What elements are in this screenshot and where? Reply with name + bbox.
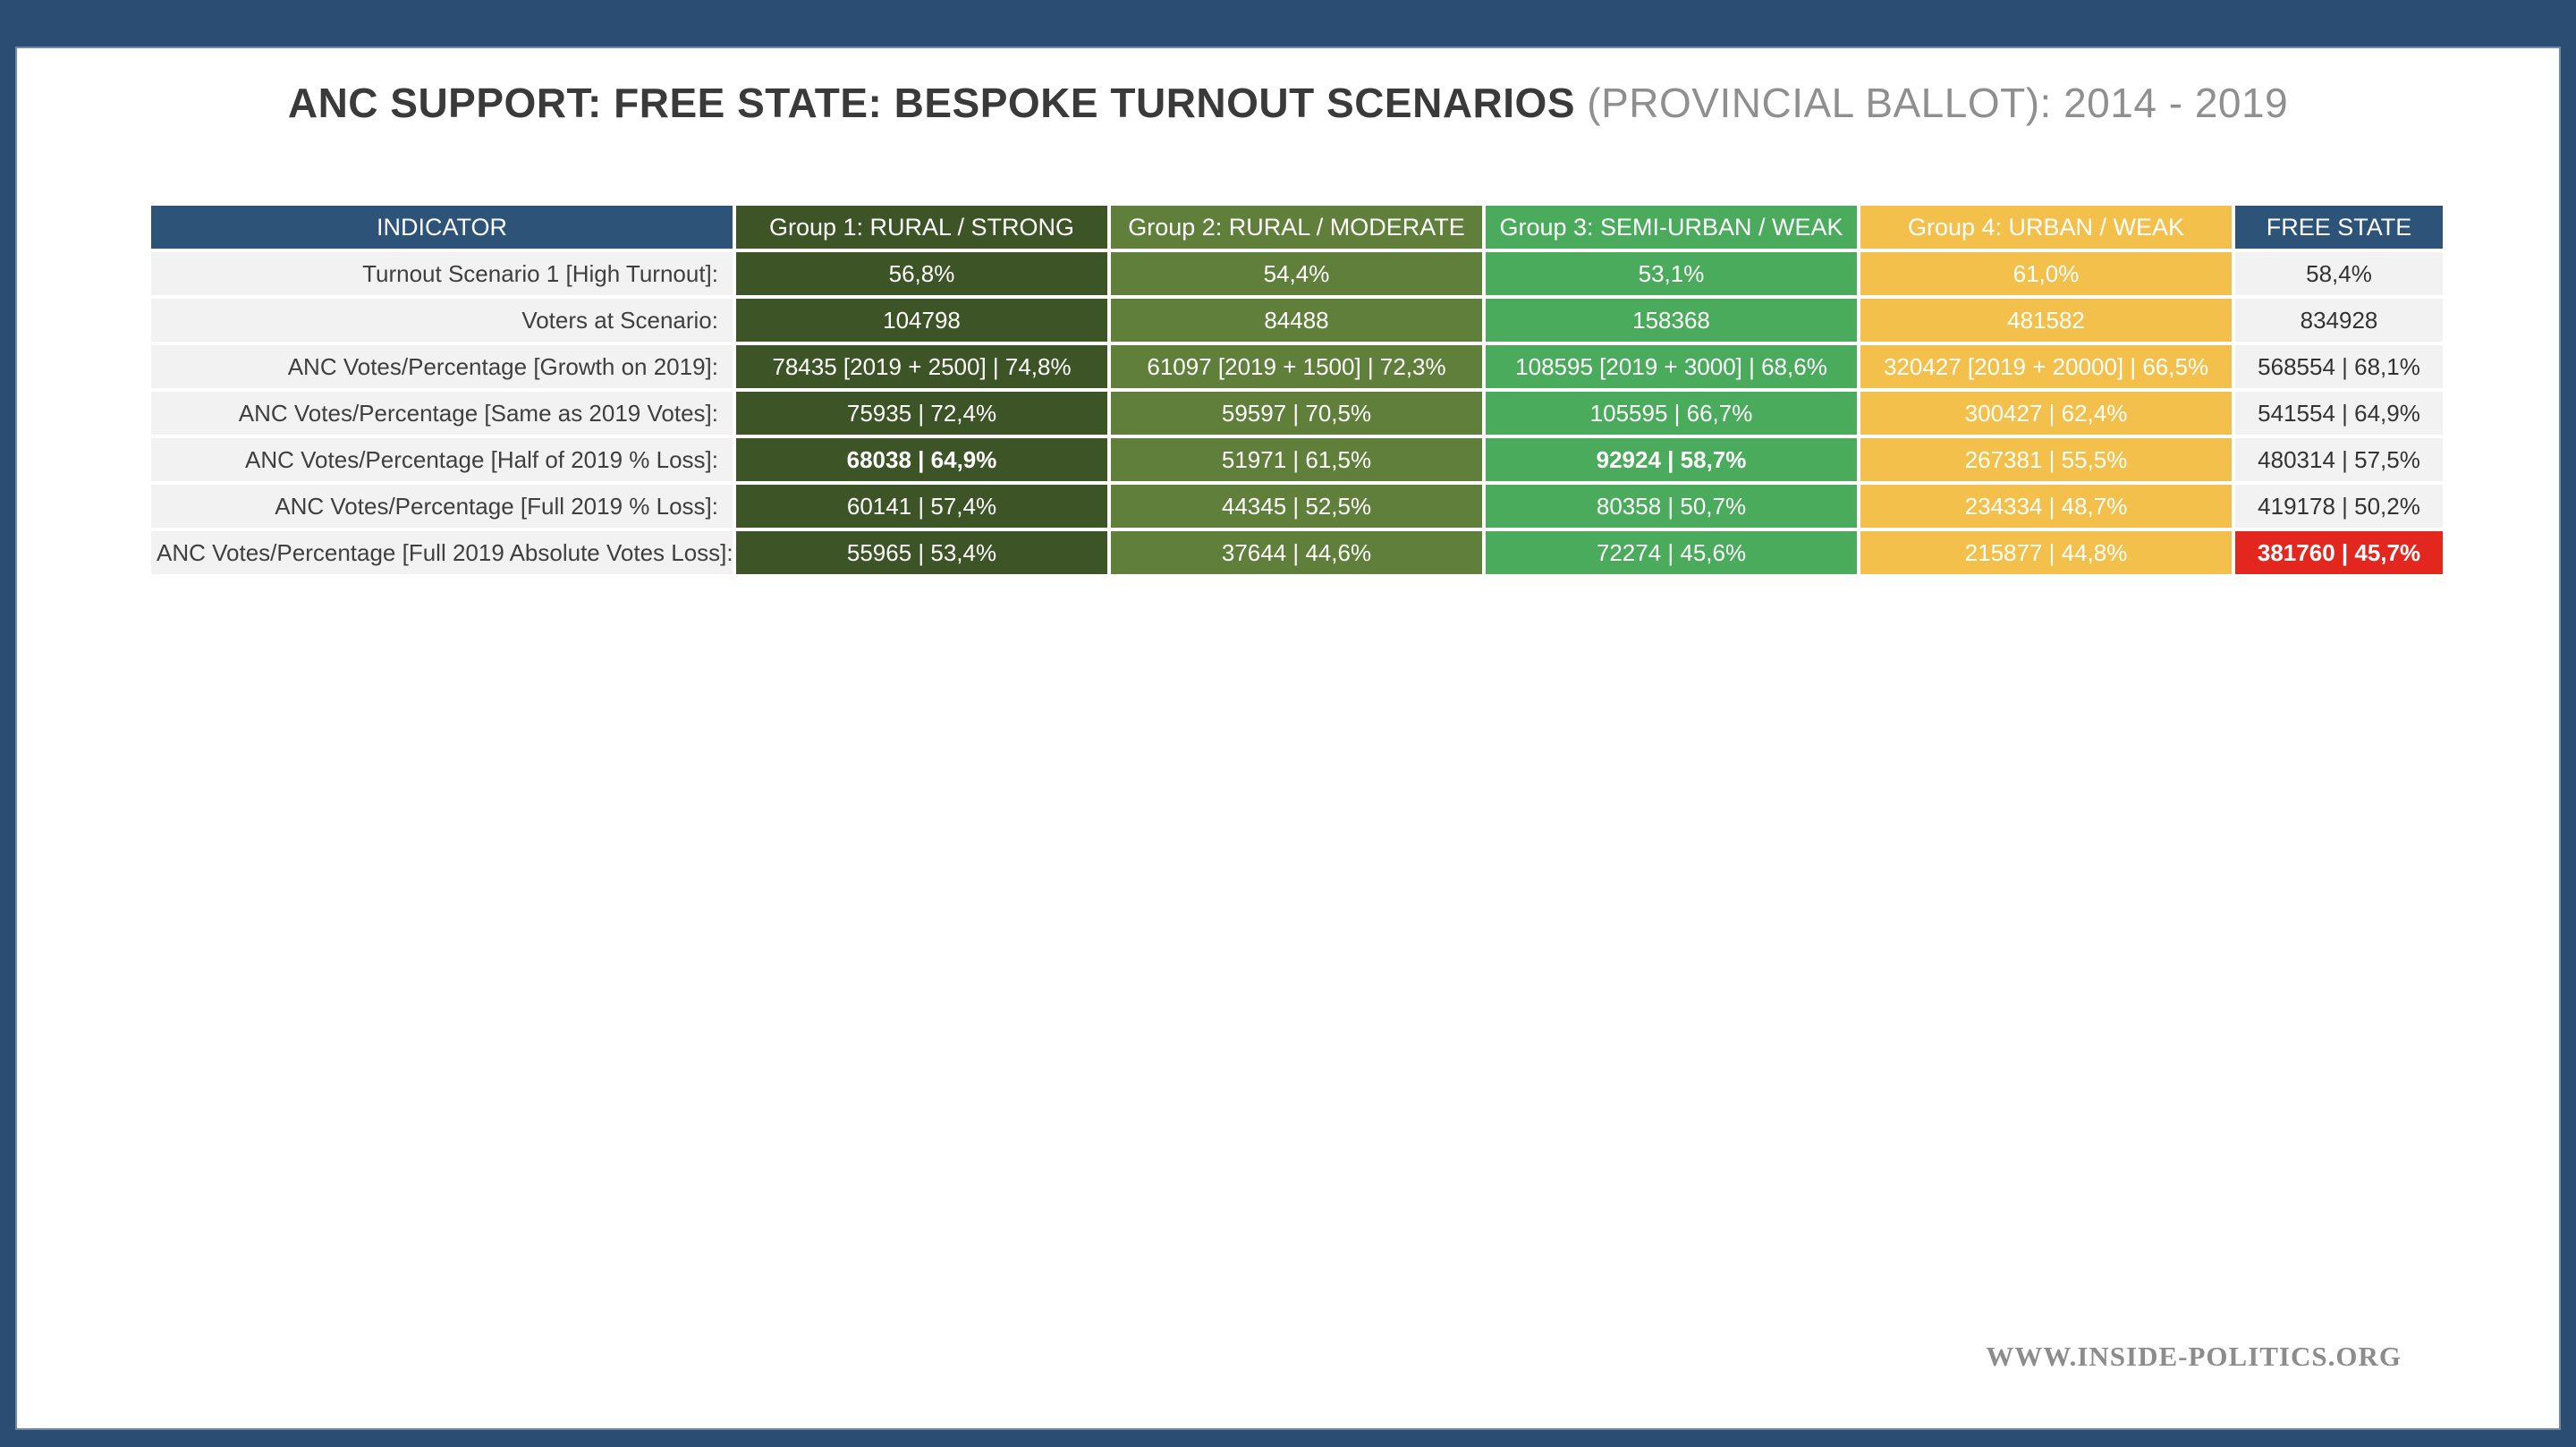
data-cell: 541554 | 64,9% — [2235, 392, 2443, 435]
data-cell: 75935 | 72,4% — [736, 392, 1107, 435]
data-cell: 59597 | 70,5% — [1111, 392, 1482, 435]
data-cell: 481582 — [1860, 299, 2232, 342]
data-cell: 72274 | 45,6% — [1486, 531, 1857, 574]
row-label: ANC Votes/Percentage [Half of 2019 % Los… — [151, 438, 733, 481]
data-cell: 267381 | 55,5% — [1860, 438, 2232, 481]
row-label: ANC Votes/Percentage [Growth on 2019]: — [151, 345, 733, 388]
table-row: Voters at Scenario: 104798 84488 158368 4815… — [151, 299, 2443, 342]
data-cell: 37644 | 44,6% — [1111, 531, 1482, 574]
data-cell: 834928 — [2235, 299, 2443, 342]
data-cell: 56,8% — [736, 252, 1107, 295]
table-row: Turnout Scenario 1 [High Turnout]: 56,8% 5… — [151, 252, 2443, 295]
data-cell: 61097 [2019 + 1500] | 72,3% — [1111, 345, 1482, 388]
header-cell-indicator: INDICATOR — [151, 206, 733, 249]
data-cell: 234334 | 48,7% — [1860, 485, 2232, 528]
row-label: ANC Votes/Percentage [Full 2019 % Loss]: — [151, 485, 733, 528]
data-cell: 92924 | 58,7% — [1486, 438, 1857, 481]
data-cell: 58,4% — [2235, 252, 2443, 295]
data-cell: 61,0% — [1860, 252, 2232, 295]
row-label: ANC Votes/Percentage [Full 2019 Absolute… — [151, 531, 733, 574]
data-cell: 51971 | 61,5% — [1111, 438, 1482, 481]
data-cell: 68038 | 64,9% — [736, 438, 1107, 481]
data-cell: 60141 | 57,4% — [736, 485, 1107, 528]
data-cell: 320427 [2019 + 20000] | 66,5% — [1860, 345, 2232, 388]
row-label: Turnout Scenario 1 [High Turnout]: — [151, 252, 733, 295]
table-row: ANC Votes/Percentage [Full 2019 Absolute… — [151, 531, 2443, 574]
header-cell: Group 4: URBAN / WEAK — [1860, 206, 2232, 249]
header-cell: Group 3: SEMI-URBAN / WEAK — [1486, 206, 1857, 249]
data-cell: 84488 — [1111, 299, 1482, 342]
highlighted-data-cell: 381760 | 45,7% — [2235, 531, 2443, 574]
data-cell: 80358 | 50,7% — [1486, 485, 1857, 528]
data-cell: 44345 | 52,5% — [1111, 485, 1482, 528]
data-cell: 108595 [2019 + 3000] | 68,6% — [1486, 345, 1857, 388]
data-cell: 78435 [2019 + 2500] | 74,8% — [736, 345, 1107, 388]
data-cell: 419178 | 50,2% — [2235, 485, 2443, 528]
page: ANC SUPPORT: FREE STATE: BESPOKE TURNOUT… — [17, 48, 2559, 1428]
title-main: ANC SUPPORT: FREE STATE: BESPOKE TURNOUT… — [287, 80, 1576, 126]
data-cell: 568554 | 68,1% — [2235, 345, 2443, 388]
title-secondary: (PROVINCIAL BALLOT): 2014 - 2019 — [1575, 80, 2289, 126]
slide-title: ANC SUPPORT: FREE STATE: BESPOKE TURNOUT… — [17, 79, 2559, 127]
row-label: Voters at Scenario: — [151, 299, 733, 342]
data-cell: 54,4% — [1111, 252, 1482, 295]
header-cell: FREE STATE — [2235, 206, 2443, 249]
header-cell: Group 2: RURAL / MODERATE — [1111, 206, 1482, 249]
table-header: INDICATOR Group 1: RURAL / STRONG Group 2:… — [151, 206, 2443, 249]
table-row: ANC Votes/Percentage [Full 2019 % Loss]:… — [151, 485, 2443, 528]
data-cell: 105595 | 66,7% — [1486, 392, 1857, 435]
table-row: ANC Votes/Percentage [Half of 2019 % Los… — [151, 438, 2443, 481]
data-cell: 300427 | 62,4% — [1860, 392, 2232, 435]
data-cell: 215877 | 44,8% — [1860, 531, 2232, 574]
data-cell: 53,1% — [1486, 252, 1857, 295]
data-cell: 104798 — [736, 299, 1107, 342]
header-cell: Group 1: RURAL / STRONG — [736, 206, 1107, 249]
data-cell: 480314 | 57,5% — [2235, 438, 2443, 481]
footer-website: WWW.INSIDE-POLITICS.ORG — [1986, 1341, 2402, 1372]
table-row: ANC Votes/Percentage [Growth on 2019]: 78… — [151, 345, 2443, 388]
row-label: ANC Votes/Percentage [Same as 2019 Votes… — [151, 392, 733, 435]
data-cell: 55965 | 53,4% — [736, 531, 1107, 574]
header-row: INDICATOR Group 1: RURAL / STRONG Group 2:… — [151, 206, 2443, 249]
table-row: ANC Votes/Percentage [Same as 2019 Votes… — [151, 392, 2443, 435]
data-cell: 158368 — [1486, 299, 1857, 342]
table-body: Turnout Scenario 1 [High Turnout]: 56,8% 5… — [151, 252, 2443, 574]
turnout-scenarios-table: INDICATOR Group 1: RURAL / STRONG Group 2:… — [148, 202, 2446, 578]
